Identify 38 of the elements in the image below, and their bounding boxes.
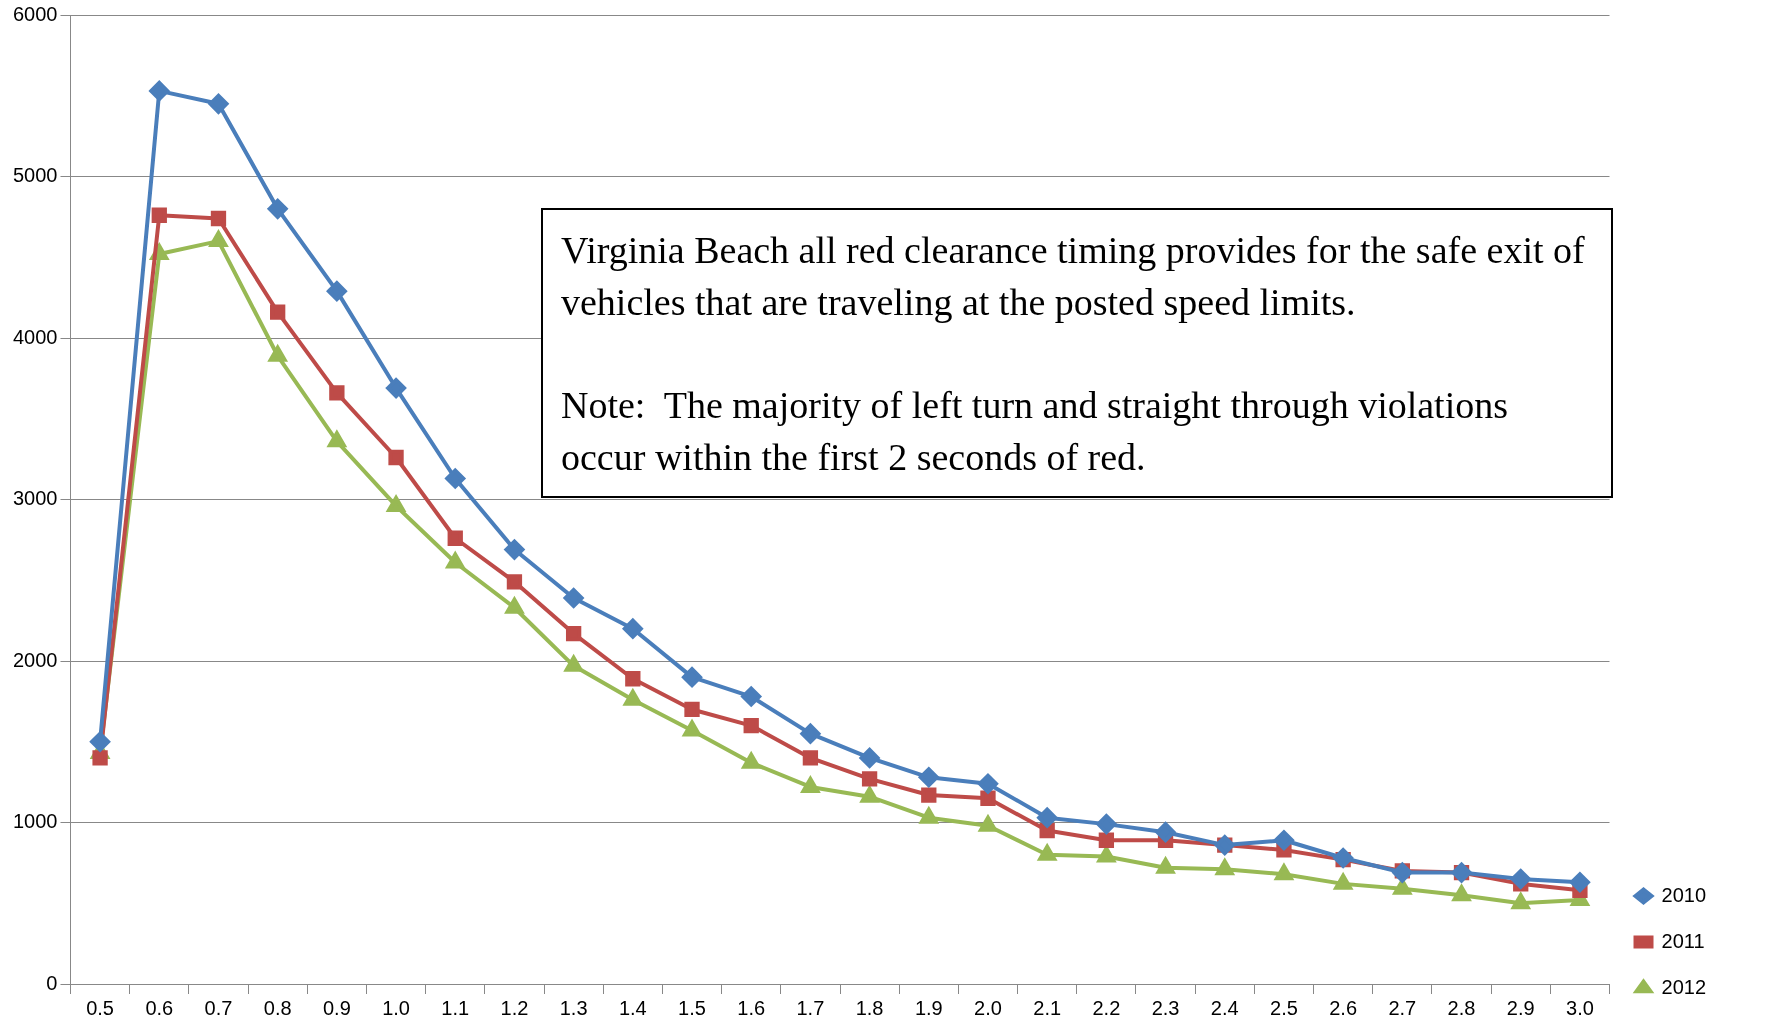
x-tick-label: 2.1: [1033, 996, 1062, 1019]
legend-label: 2010: [1661, 883, 1707, 906]
x-tick-label: 1.5: [678, 996, 706, 1019]
x-tick-label: 2.3: [1151, 996, 1180, 1019]
legend-label: 2011: [1661, 929, 1705, 952]
y-tick-label: 0: [46, 971, 58, 994]
x-tick-label: 2.6: [1329, 996, 1358, 1019]
x-tick-label: 2.7: [1388, 996, 1417, 1019]
x-tick-label: 0.5: [86, 996, 114, 1019]
x-tick-label: 1.2: [500, 996, 529, 1019]
x-tick-label: 1.6: [737, 996, 766, 1019]
y-tick-label: 4000: [12, 325, 58, 348]
x-tick-label: 0.6: [145, 996, 174, 1019]
annotation: Virginia Beach all red clearance timing provides for the safe exit of vehicles that are traveling at the posted speed limits.: [561, 228, 1586, 326]
x-tick-label: 1.9: [914, 996, 943, 1019]
x-tick-label: 2.8: [1447, 996, 1476, 1019]
x-tick-label: 2.9: [1506, 996, 1535, 1019]
y-tick-label: 6000: [12, 2, 58, 25]
x-tick-label: 2.0: [974, 996, 1002, 1019]
x-tick-label: 1.1: [441, 996, 470, 1019]
annotation: Note: The majority of left turn and straight through violations occur within the first 2 seconds of red.: [561, 382, 1509, 481]
y-tick-label: 5000: [12, 164, 58, 187]
legend-label: 2012: [1661, 975, 1707, 998]
x-tick-label: 0.9: [322, 996, 351, 1019]
y-tick-label: 3000: [12, 487, 58, 510]
x-tick-label: 1.0: [382, 996, 410, 1019]
x-tick-label: 2.4: [1210, 996, 1239, 1019]
x-tick-label: 2.5: [1270, 996, 1298, 1019]
x-tick-label: 0.7: [204, 996, 233, 1019]
x-tick-label: 2.2: [1092, 996, 1121, 1019]
y-tick-label: 1000: [12, 810, 58, 833]
x-tick-label: 1.3: [559, 996, 588, 1019]
x-tick-label: 0.8: [263, 996, 292, 1019]
x-tick-label: 3.0: [1566, 996, 1594, 1019]
x-tick-label: 1.8: [855, 996, 884, 1019]
y-tick-label: 2000: [12, 648, 58, 671]
x-tick-label: 1.7: [796, 996, 825, 1019]
x-tick-label: 1.4: [618, 996, 647, 1019]
